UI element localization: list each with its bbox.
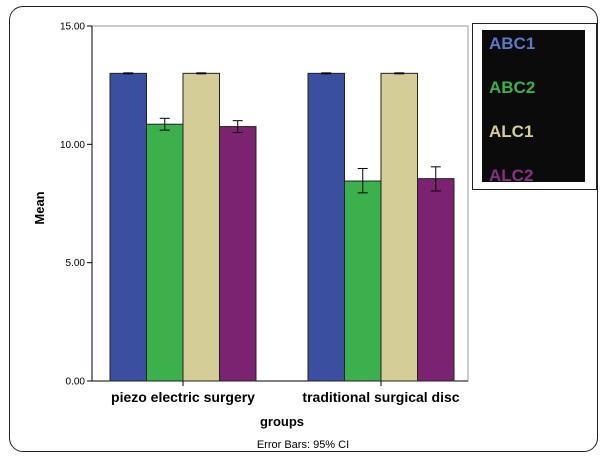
legend-entry-alc2: ALC2 xyxy=(489,166,534,185)
legend-entry-abc1: ABC1 xyxy=(489,34,536,53)
legend-entry-alc1: ALC1 xyxy=(489,122,534,141)
x-axis-title: groups xyxy=(260,414,304,429)
y-tick-label: 5.00 xyxy=(66,258,86,269)
legend-panel: ABC1 ABC2 ALC1 ALC2 xyxy=(482,30,585,185)
y-axis-title: Mean xyxy=(32,191,47,224)
bar-abc2-traditional xyxy=(344,180,382,382)
legend: ABC1 ABC2 ALC1 ALC2 xyxy=(472,23,597,190)
legend-entry-abc2: ABC2 xyxy=(489,78,536,97)
y-tick-label: 15.00 xyxy=(60,22,85,33)
bar-alc1-traditional xyxy=(380,72,418,382)
y-tick-label: 0.00 xyxy=(66,377,86,388)
bar-alc2-piezo xyxy=(219,126,257,382)
bar-alc2-traditional xyxy=(417,178,455,382)
x-category-label: piezo electric surgery xyxy=(111,389,255,405)
bar-abc1-piezo xyxy=(109,72,147,382)
bar-alc1-piezo xyxy=(182,72,220,382)
error-bars-note: Error Bars: 95% CI xyxy=(257,439,349,451)
x-category-label: traditional surgical disc xyxy=(302,389,459,405)
y-tick-label: 10.00 xyxy=(60,140,85,151)
bar-abc2-piezo xyxy=(146,123,184,382)
bar-abc1-traditional xyxy=(307,72,345,382)
